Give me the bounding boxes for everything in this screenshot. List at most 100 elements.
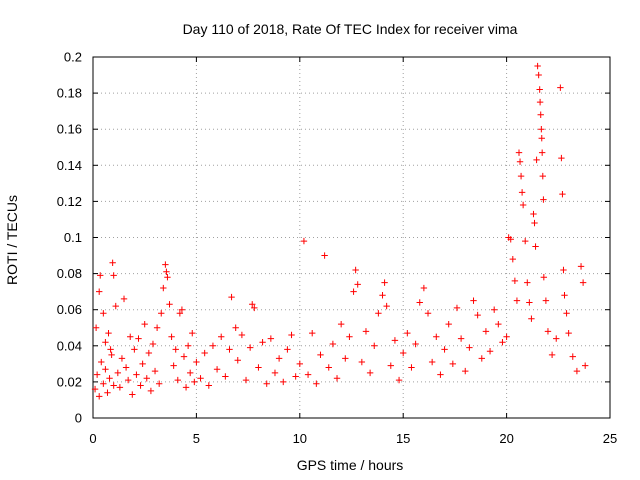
data-point [162,261,169,268]
data-point [352,266,359,274]
data-point [530,210,537,218]
data-point [354,281,361,288]
y-tick-label: 0.06 [57,302,82,317]
data-point [304,371,312,378]
data-point [511,277,519,285]
data-point [284,346,291,353]
data-point [151,367,159,375]
data-point [379,292,386,299]
data-point [317,351,324,359]
data-point [193,358,200,366]
data-point [325,364,332,371]
data-point [534,62,541,70]
data-point [251,304,258,312]
data-point [362,328,370,335]
data-point [100,310,107,317]
x-tick-label: 5 [193,431,200,446]
data-point [565,329,572,337]
data-point [581,362,589,369]
data-point [490,306,498,313]
data-point [533,156,540,164]
data-point [93,371,101,378]
data-point [96,288,103,295]
x-tick-label: 10 [293,431,307,446]
data-point [176,310,184,317]
data-point [107,346,114,353]
data-point [104,389,111,396]
plot-frame [92,56,611,419]
data-point [387,362,394,369]
x-tick-label: 0 [89,431,96,446]
data-point [139,360,146,368]
data-point [437,371,444,378]
data-point [538,126,545,133]
data-point [333,375,341,382]
data-point [542,297,550,304]
data-point [189,329,196,337]
data-point [213,366,221,373]
data-point [133,371,140,378]
data-point [561,292,568,299]
data-point [544,328,552,335]
data-point [346,333,353,340]
data-point [559,190,566,198]
data-point [495,320,502,328]
data-point [110,382,117,389]
data-point [532,243,539,250]
data-point [131,346,138,353]
data-point [168,333,175,340]
data-point [120,295,128,303]
data-point [462,367,469,375]
chart-title: Day 110 of 2018, Rate Of TEC Index for r… [183,21,518,37]
data-point [129,391,136,398]
data-point [153,324,161,331]
data-point [209,342,217,349]
data-point [466,344,473,351]
data-point [249,301,256,308]
data-point [112,302,119,310]
data-point [558,154,565,162]
data-points [91,62,589,400]
data-point [163,268,170,275]
data-point [420,284,428,292]
data-point [172,346,179,353]
data-point [160,284,167,292]
x-tick-label: 20 [499,431,513,446]
data-point [296,360,303,368]
data-point [122,364,130,371]
data-point [226,346,233,353]
data-point [560,266,567,274]
data-point [526,299,533,306]
data-point [98,358,105,366]
data-point [201,349,208,357]
data-point [412,340,419,348]
data-point [478,355,485,362]
data-point [548,351,556,359]
data-point [416,299,423,306]
data-point [470,297,477,304]
data-point [569,353,576,360]
data-point [180,353,188,360]
x-tick-label: 15 [396,431,410,446]
data-point [536,98,544,106]
data-point [457,335,465,342]
data-point [433,333,440,340]
data-point [517,172,525,180]
data-point [218,333,225,340]
data-point [321,252,328,259]
data-point [155,380,163,387]
data-point [178,306,186,313]
data-point [337,320,345,328]
data-point [509,255,517,263]
data-point [191,378,198,386]
data-point [238,331,246,339]
data-point [232,324,239,331]
data-point [342,355,349,362]
data-point [135,335,142,342]
data-point [441,346,448,353]
data-point [205,382,213,389]
data-point [182,384,190,391]
y-tick-label: 0.2 [64,50,82,65]
data-point [375,310,382,317]
data-point [518,189,526,196]
